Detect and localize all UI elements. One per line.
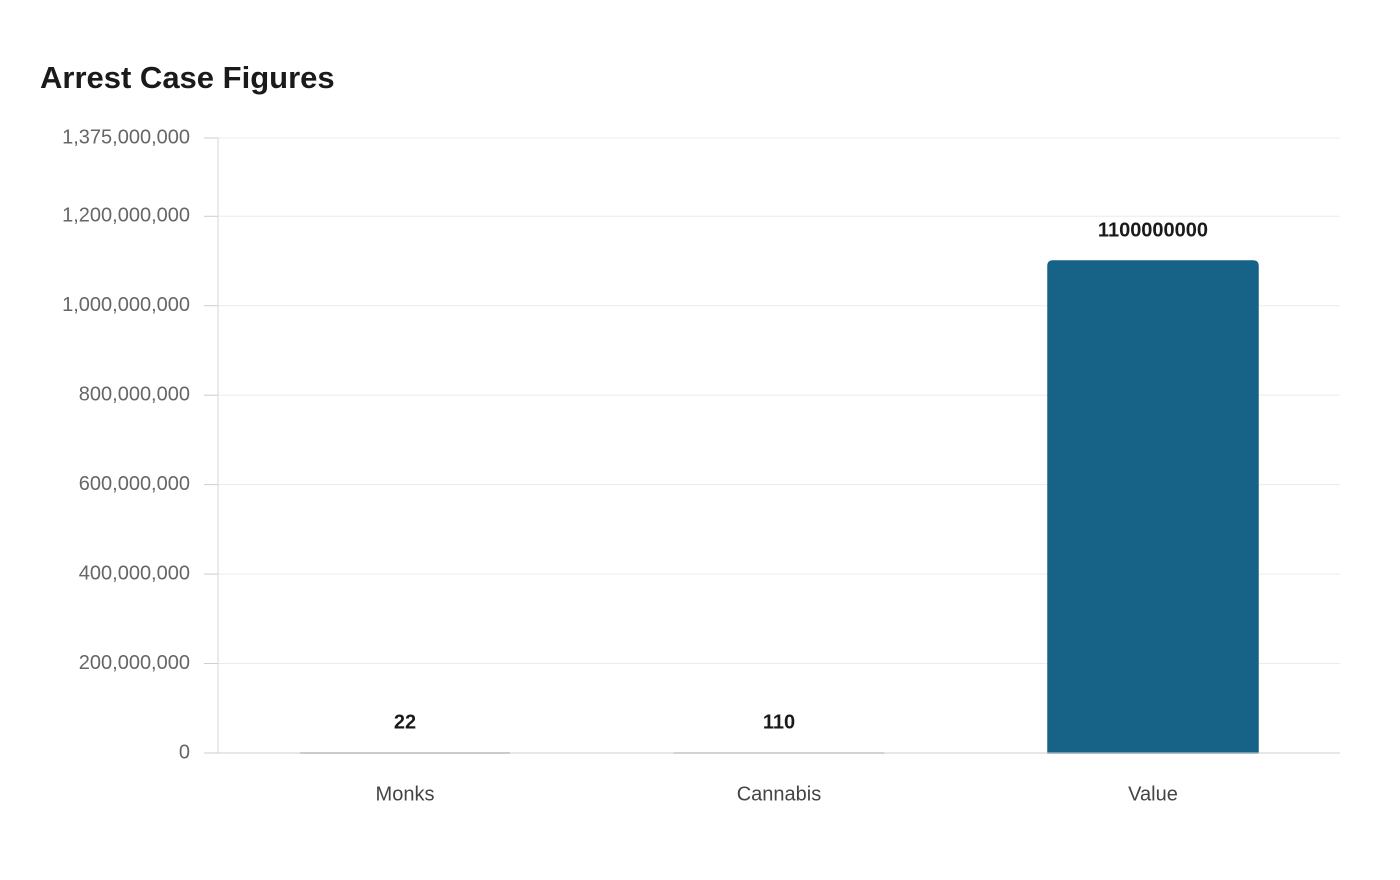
y-tick-label: 800,000,000: [79, 383, 190, 405]
y-tick-label: 1,200,000,000: [62, 205, 190, 227]
y-tick-label: 400,000,000: [79, 562, 190, 584]
y-tick-label: 1,375,000,000: [62, 126, 190, 148]
y-tick-label: 1,000,000,000: [62, 294, 190, 316]
x-tick-label: Cannabis: [737, 783, 822, 805]
x-tick-label: Monks: [376, 783, 435, 805]
bar: [1047, 260, 1259, 754]
y-tick-label: 0: [179, 741, 190, 763]
x-tick-label: Value: [1128, 783, 1178, 805]
chart-title: Arrest Case Figures: [40, 60, 335, 95]
y-tick-label: 600,000,000: [79, 473, 190, 495]
y-tick-label: 200,000,000: [79, 652, 190, 674]
value-label: 110: [763, 711, 795, 733]
value-label: 1100000000: [1098, 219, 1208, 241]
value-label: 22: [394, 711, 416, 733]
